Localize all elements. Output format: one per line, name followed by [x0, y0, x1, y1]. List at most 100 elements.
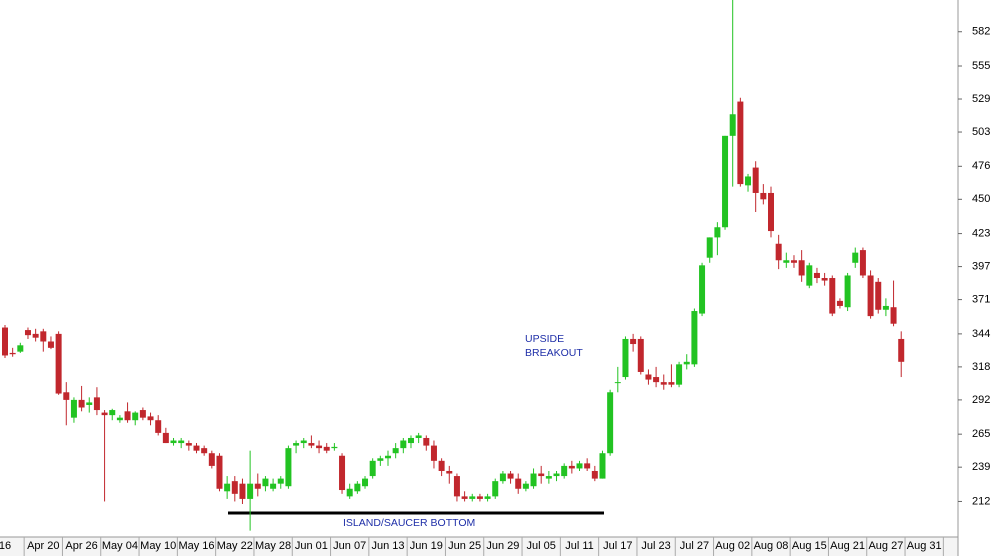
candle-body — [630, 338, 637, 345]
x-axis-band — [0, 537, 958, 556]
candle-body — [369, 460, 376, 477]
candle-body — [78, 399, 85, 408]
candle-body — [185, 443, 192, 446]
candle-body — [622, 338, 629, 378]
y-tick-label: 239 — [972, 461, 990, 473]
annotation: BREAKOUT — [525, 347, 583, 359]
candle-body — [2, 327, 8, 356]
candle-body — [270, 483, 277, 489]
x-tick-label: May 04 — [102, 540, 138, 552]
candle-body — [499, 473, 506, 482]
x-tick-label: Aug 31 — [907, 540, 942, 552]
candle-body — [714, 227, 721, 238]
candle-body — [676, 364, 683, 385]
candle-body — [392, 448, 399, 454]
x-tick-label: Apr 20 — [27, 540, 59, 552]
candle-body — [17, 345, 24, 352]
candle-body — [553, 473, 560, 477]
candle-body — [507, 473, 514, 479]
candle-body — [362, 478, 369, 487]
candle-body — [339, 455, 346, 491]
candle-body — [216, 455, 223, 489]
candle-body — [699, 265, 706, 314]
candle-body — [116, 417, 123, 421]
candle-body — [607, 392, 614, 454]
x-tick-label: Jul 11 — [565, 540, 594, 552]
candle-body — [538, 473, 545, 477]
candle-body — [706, 237, 713, 258]
candle-body — [645, 374, 652, 380]
candle-body — [415, 435, 422, 438]
candle-body — [32, 333, 39, 338]
candle-body — [139, 410, 146, 418]
candle-body — [775, 243, 782, 261]
x-tick-label: Jul 27 — [680, 540, 709, 552]
y-tick-label: 476 — [972, 160, 990, 172]
candle-body — [653, 377, 660, 383]
y-tick-label: 423 — [972, 227, 990, 239]
candle-body — [407, 437, 414, 444]
candle-body — [231, 481, 238, 494]
y-tick-label: 318 — [972, 361, 990, 373]
candle-body — [277, 478, 284, 484]
candle-body — [790, 260, 797, 263]
candle-body — [752, 167, 759, 193]
candle-body — [155, 420, 162, 433]
candle-body — [193, 445, 200, 451]
x-tick-label: May 10 — [140, 540, 176, 552]
y-tick-label: 555 — [972, 60, 990, 72]
candle-body — [9, 352, 16, 355]
candle-body — [484, 496, 491, 499]
candle-body — [430, 445, 437, 461]
candle-body — [224, 483, 231, 492]
candle-body — [890, 307, 897, 324]
candle-body — [24, 330, 31, 336]
candle-body — [93, 397, 100, 411]
candle-body — [377, 458, 384, 461]
candle-body — [55, 333, 62, 394]
candle-body — [637, 338, 644, 372]
candle-body — [760, 192, 767, 200]
y-tick-label: 397 — [972, 261, 990, 273]
candle-body — [247, 483, 254, 499]
candle-body — [530, 473, 537, 487]
candle-body — [438, 460, 445, 471]
y-tick-label: 265 — [972, 428, 990, 440]
candle-body — [86, 402, 93, 405]
x-tick-label: Jun 01 — [295, 540, 328, 552]
candle-body — [745, 176, 752, 186]
x-tick-label: Jul 05 — [527, 540, 556, 552]
x-tick-label: Jul 23 — [641, 540, 670, 552]
x-tick-label: May 22 — [217, 540, 253, 552]
candle-body — [446, 470, 453, 474]
candle-body — [293, 443, 300, 446]
candle-body — [576, 463, 583, 469]
candle-body — [208, 453, 215, 466]
x-tick-label: Aug 21 — [830, 540, 865, 552]
candle-body — [568, 465, 575, 469]
x-tick-label: Apr 26 — [65, 540, 97, 552]
candle-body — [867, 275, 874, 317]
candle-body — [561, 465, 568, 477]
x-tick-label: Jun 29 — [486, 540, 519, 552]
candle-body — [660, 382, 667, 385]
candle-body — [124, 411, 131, 421]
y-tick-label: 371 — [972, 294, 990, 306]
candle-body — [614, 382, 621, 384]
candle-body — [63, 392, 70, 400]
annotation: UPSIDE — [525, 333, 564, 345]
candle-body — [170, 440, 177, 444]
candle-body — [453, 476, 460, 497]
y-tick-label: 529 — [972, 93, 990, 105]
x-tick-label: Jun 19 — [410, 540, 443, 552]
candle-body — [147, 416, 154, 421]
candle-body — [162, 432, 169, 444]
candle-body — [683, 361, 690, 365]
candle-body — [882, 305, 889, 310]
y-tick-label: 344 — [972, 328, 990, 340]
candle-body — [515, 478, 522, 489]
candle-body — [591, 470, 598, 479]
candle-body — [254, 483, 261, 489]
candle-body — [47, 341, 54, 348]
